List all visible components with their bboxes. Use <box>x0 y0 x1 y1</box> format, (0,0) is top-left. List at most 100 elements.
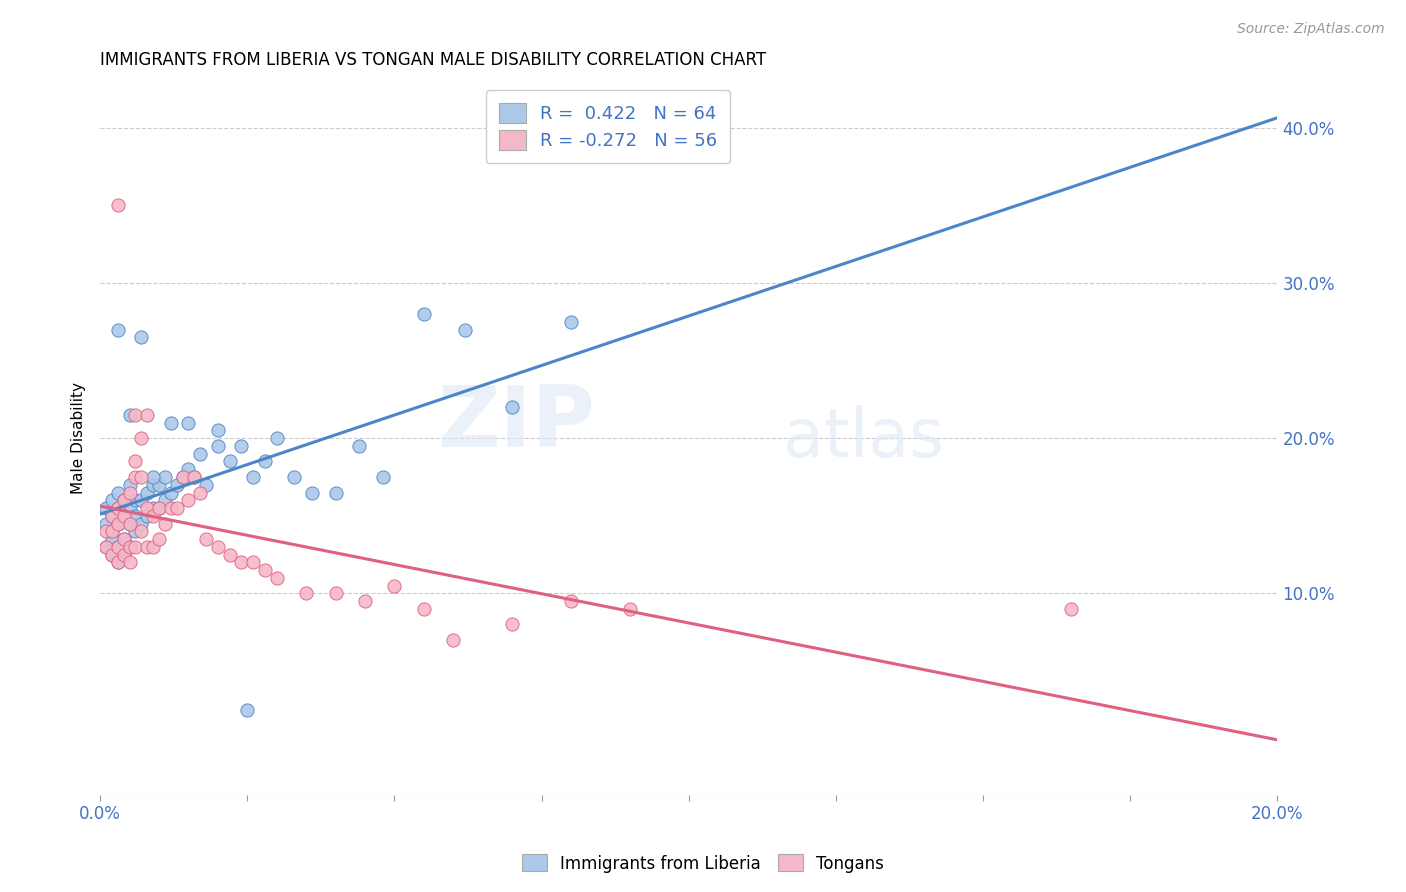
Point <box>136 408 159 422</box>
Point <box>619 602 641 616</box>
Point <box>107 198 129 212</box>
Point <box>153 493 176 508</box>
Point <box>112 508 135 523</box>
Text: atlas: atlas <box>783 405 943 471</box>
Point <box>118 516 141 531</box>
Point <box>107 540 129 554</box>
Point <box>94 540 117 554</box>
Point <box>177 416 200 430</box>
Point <box>94 524 117 539</box>
Point <box>172 470 194 484</box>
Y-axis label: Male Disability: Male Disability <box>72 382 86 494</box>
Point <box>112 493 135 508</box>
Point <box>172 470 194 484</box>
Point <box>501 400 523 414</box>
Point <box>148 532 170 546</box>
Point <box>118 408 141 422</box>
Point <box>183 470 205 484</box>
Point <box>142 508 165 523</box>
Point <box>266 431 288 445</box>
Point <box>148 501 170 516</box>
Point <box>124 454 146 468</box>
Point <box>101 524 124 539</box>
Point <box>501 617 523 632</box>
Point <box>177 462 200 476</box>
Point <box>94 516 117 531</box>
Point <box>112 508 135 523</box>
Point <box>325 485 347 500</box>
Point <box>118 485 141 500</box>
Point <box>101 508 124 523</box>
Legend: Immigrants from Liberia, Tongans: Immigrants from Liberia, Tongans <box>516 847 890 880</box>
Point <box>131 330 153 344</box>
Point <box>218 454 240 468</box>
Point <box>94 540 117 554</box>
Point <box>295 586 318 600</box>
Point <box>207 540 229 554</box>
Point <box>301 485 323 500</box>
Point <box>112 532 135 546</box>
Point <box>148 477 170 491</box>
Point <box>107 516 129 531</box>
Point <box>231 555 253 569</box>
Point <box>131 524 153 539</box>
Point <box>107 555 129 569</box>
Point <box>136 508 159 523</box>
Point <box>124 493 146 508</box>
Point <box>124 508 146 523</box>
Point <box>107 540 129 554</box>
Point <box>188 485 211 500</box>
Point <box>354 594 377 608</box>
Point <box>142 470 165 484</box>
Point <box>384 579 406 593</box>
Point <box>131 470 153 484</box>
Point <box>112 532 135 546</box>
Text: Source: ZipAtlas.com: Source: ZipAtlas.com <box>1237 22 1385 37</box>
Point <box>166 501 188 516</box>
Point <box>94 501 117 516</box>
Point <box>242 470 264 484</box>
Point <box>159 485 181 500</box>
Point <box>101 548 124 562</box>
Point <box>101 524 124 539</box>
Point <box>112 493 135 508</box>
Point <box>118 501 141 516</box>
Point <box>142 477 165 491</box>
Point <box>101 532 124 546</box>
Point <box>159 416 181 430</box>
Point <box>107 485 129 500</box>
Point <box>253 454 276 468</box>
Point <box>112 548 135 562</box>
Point <box>1060 602 1083 616</box>
Point <box>136 501 159 516</box>
Point <box>107 555 129 569</box>
Point <box>560 594 582 608</box>
Point <box>101 508 124 523</box>
Point <box>118 477 141 491</box>
Point <box>412 602 434 616</box>
Point <box>142 501 165 516</box>
Point <box>412 307 434 321</box>
Point <box>441 632 464 647</box>
Point <box>218 548 240 562</box>
Point <box>153 470 176 484</box>
Text: IMMIGRANTS FROM LIBERIA VS TONGAN MALE DISABILITY CORRELATION CHART: IMMIGRANTS FROM LIBERIA VS TONGAN MALE D… <box>100 51 766 69</box>
Point <box>136 485 159 500</box>
Point <box>101 548 124 562</box>
Point <box>253 563 276 577</box>
Point <box>124 408 146 422</box>
Legend: R =  0.422   N = 64, R = -0.272   N = 56: R = 0.422 N = 64, R = -0.272 N = 56 <box>486 90 730 162</box>
Point <box>118 540 141 554</box>
Point <box>166 477 188 491</box>
Point <box>101 493 124 508</box>
Point <box>136 540 159 554</box>
Point <box>183 470 205 484</box>
Point <box>236 703 259 717</box>
Point <box>124 540 146 554</box>
Point <box>283 470 305 484</box>
Point <box>107 516 129 531</box>
Point <box>266 571 288 585</box>
Point <box>231 439 253 453</box>
Point <box>118 540 141 554</box>
Text: ZIP: ZIP <box>437 383 595 466</box>
